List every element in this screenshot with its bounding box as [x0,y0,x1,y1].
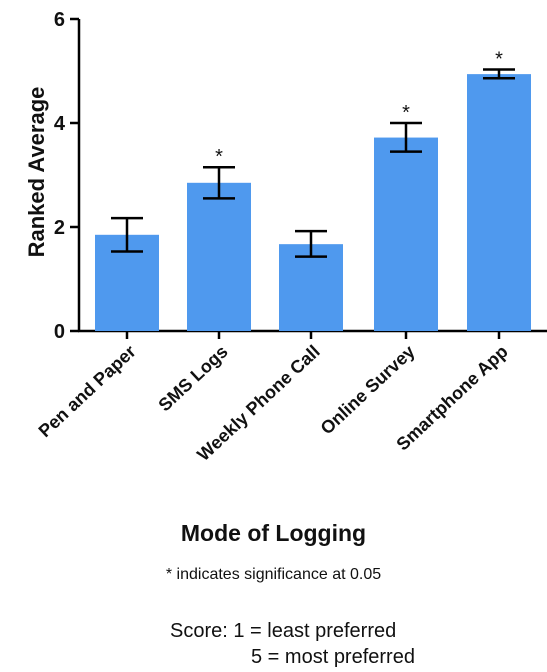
x-tick-label: SMS Logs [154,341,231,415]
x-tick-label: Pen and Paper [35,341,140,441]
x-tick-label: Online Survey [317,341,419,438]
score-legend-line-1: Score: 1 = least preferred [170,620,397,642]
y-tick-label: 2 [54,217,65,239]
y-tick-label: 6 [54,9,65,31]
bar [467,74,531,332]
bar [374,137,438,331]
bar [187,182,251,331]
score-legend-line-2: 5 = most preferred [251,646,415,668]
y-axis-title: Ranked Average [24,87,49,258]
chart-bars [95,74,531,332]
x-axis-title: Mode of Logging [180,520,367,546]
significance-note: * indicates significance at 0.05 [165,566,382,583]
y-tick-label: 0 [54,321,65,343]
bar [279,244,343,331]
significance-star: * [402,102,410,124]
chart-error-bars [111,68,515,258]
significance-star: * [215,146,223,168]
significance-star: * [495,48,503,70]
y-tick-label: 4 [54,113,66,135]
chart-significance-markers: * * * [215,48,503,168]
